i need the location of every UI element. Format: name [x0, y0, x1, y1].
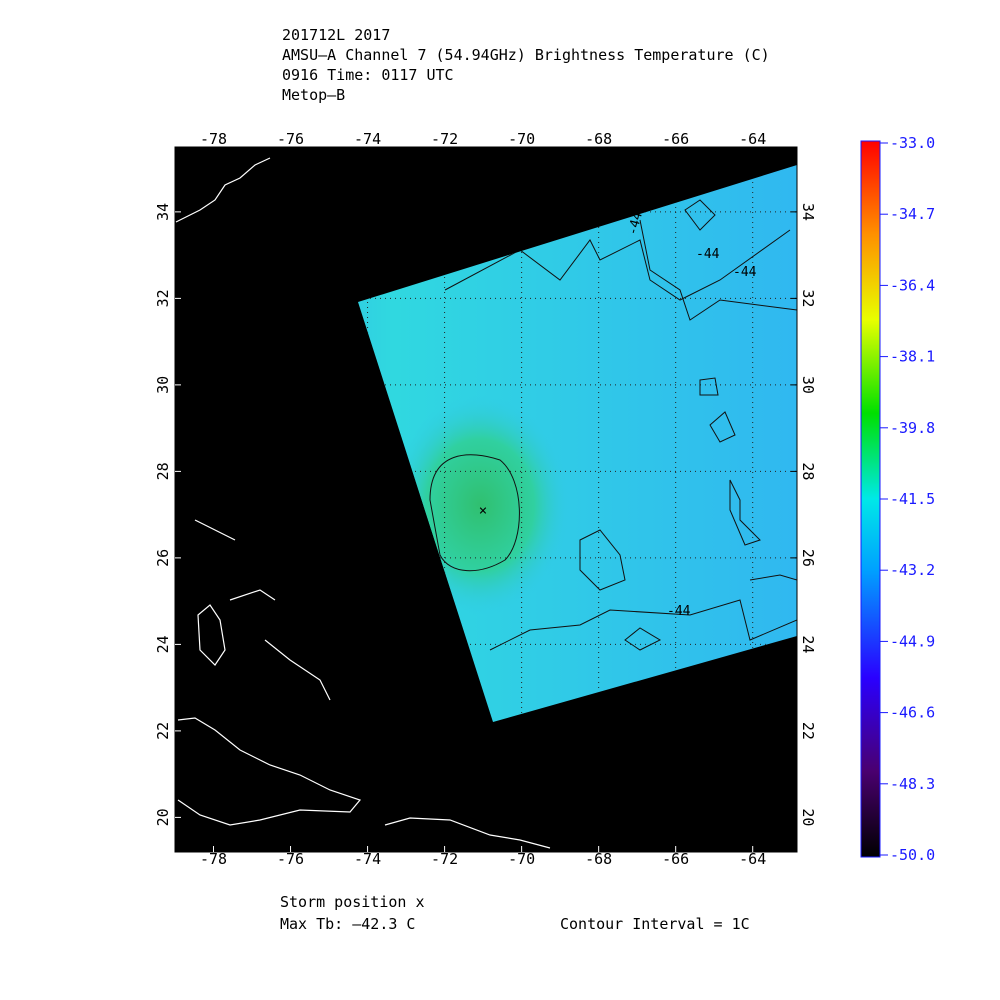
lon-label: -78 [200, 850, 227, 868]
lon-label: -74 [354, 850, 381, 868]
lon-label: -66 [662, 130, 689, 148]
colorbar-label: -34.7 [890, 205, 935, 223]
lon-label: -70 [508, 850, 535, 868]
colorbar-label: -43.2 [890, 561, 935, 579]
colorbar-label: -50.0 [890, 846, 935, 864]
colorbar-label: -44.9 [890, 632, 935, 650]
contour-label: -44 [667, 604, 691, 619]
map: × -44 -44 -44 -44 -78-78-76-76-74-74-72-… [154, 130, 817, 868]
storm-marker: × [479, 503, 487, 519]
lat-label: 24 [154, 635, 172, 653]
axes: -78 -78 -76 -76 -74 -74 -72 -72 -70 -70 -68 -68 -66 -… [154, 130, 817, 868]
lon-label: -68 [585, 850, 612, 868]
title-line: 0916 Time: 0117 UTC [282, 66, 454, 84]
lon-label: -70 [508, 130, 535, 148]
lon-label: -72 [431, 130, 458, 148]
title-line: 201712L 2017 [282, 26, 390, 44]
max-tb: Max Tb: —42.3 C [280, 915, 415, 933]
contour-label: -44 [733, 265, 757, 280]
footer: Storm position x Max Tb: —42.3 C Contour… [280, 893, 750, 933]
colorbar-scale [860, 140, 881, 858]
title-line: Metop—B [282, 86, 345, 104]
contours [429, 199, 797, 651]
contour-interval: Contour Interval = 1C [560, 915, 750, 933]
lat-label: 30 [154, 376, 172, 394]
coastlines [175, 157, 551, 849]
lat-label: 20 [799, 808, 817, 826]
lat-label: 26 [799, 549, 817, 567]
lon-label: -74 [354, 130, 381, 148]
lon-label: -76 [277, 130, 304, 148]
colorbar-label: -39.8 [890, 419, 935, 437]
contour-labels: -44 -44 -44 -44 [625, 210, 756, 619]
lon-label: -68 [585, 130, 612, 148]
lon-label: -72 [431, 850, 458, 868]
lat-label: 28 [154, 462, 172, 480]
colorbar-label: -38.1 [890, 348, 935, 366]
header: 201712L 2017 AMSU—A Channel 7 (54.94GHz)… [282, 26, 770, 104]
storm-note: Storm position x [280, 893, 425, 911]
contour-label: -44 [625, 210, 646, 237]
colorbar-label: -33.0 [890, 134, 935, 152]
lat-label: 32 [799, 289, 817, 307]
lat-label: 22 [154, 722, 172, 740]
lat-label: 26 [154, 549, 172, 567]
colorbar-label: -36.4 [890, 276, 935, 294]
colorbar: -33.0 -34.7 -36.4 -38.1 -39.8 -41.5 -43.2 -44.9… [860, 134, 935, 864]
lat-label: 20 [154, 808, 172, 826]
title-line: AMSU—A Channel 7 (54.94GHz) Brightness T… [282, 46, 770, 64]
lat-label: 32 [154, 289, 172, 307]
lat-label: 34 [154, 203, 172, 221]
lat-label: 34 [799, 203, 817, 221]
lon-label: -78 [200, 130, 227, 148]
lat-label: 30 [799, 376, 817, 394]
lat-label: 22 [799, 722, 817, 740]
lat-label: 28 [799, 462, 817, 480]
lon-label: -76 [277, 850, 304, 868]
colorbar-label: -41.5 [890, 490, 935, 508]
lon-label: -64 [739, 130, 766, 148]
colorbar-label: -48.3 [890, 775, 935, 793]
lon-label: -64 [739, 850, 766, 868]
lat-label: 24 [799, 635, 817, 653]
contour-label: -44 [696, 247, 720, 262]
lon-label: -66 [662, 850, 689, 868]
colorbar-label: -46.6 [890, 704, 935, 722]
map-frame [174, 146, 798, 853]
